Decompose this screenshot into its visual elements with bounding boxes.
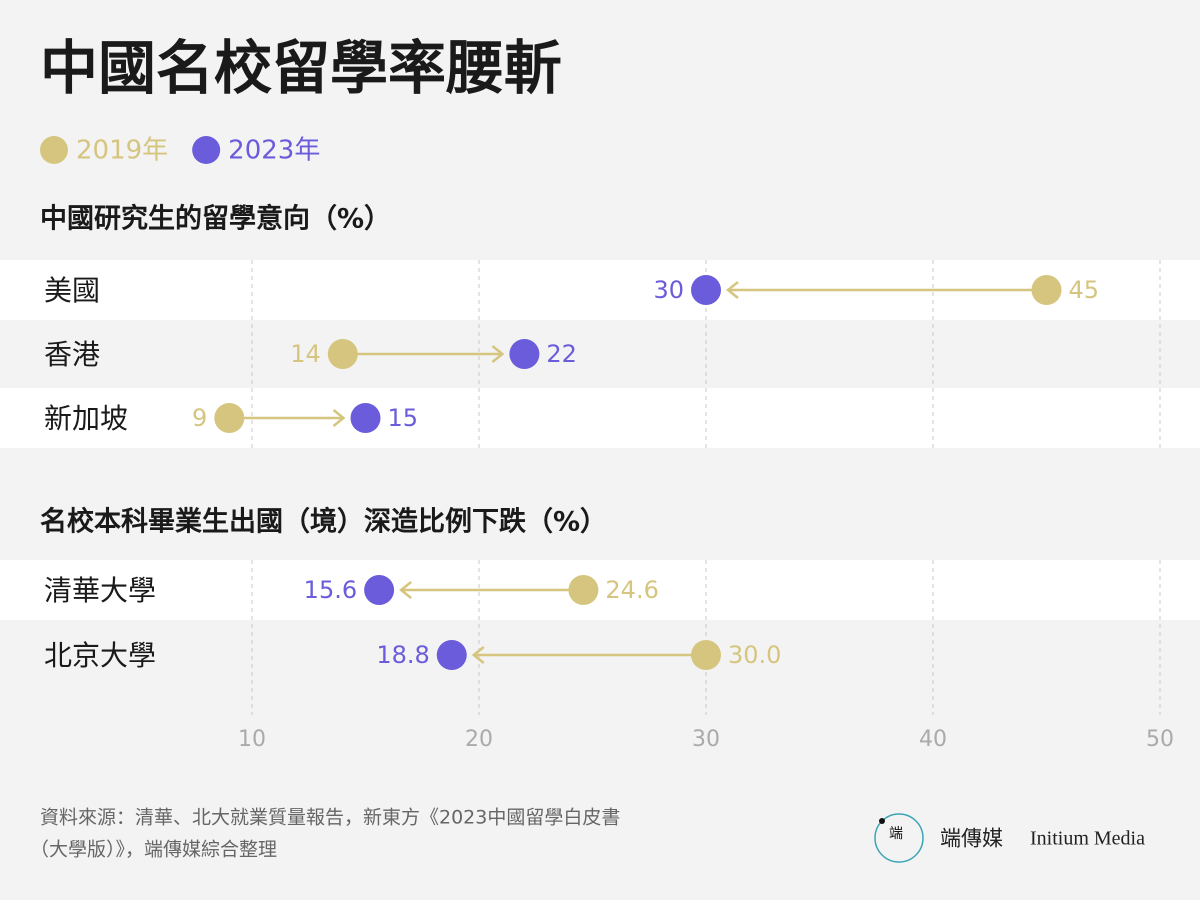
arrow-head <box>725 281 739 299</box>
dot <box>350 403 381 433</box>
value-label: 45 <box>1069 276 1100 304</box>
logo-dot <box>879 818 885 824</box>
row-band <box>0 560 1200 620</box>
source-note: （大學版）》，端傳媒綜合整理 <box>30 839 277 861</box>
arrow-head <box>332 409 346 427</box>
row-band <box>0 388 1200 448</box>
panel-subtitle: 中國研究生的留學意向（%） <box>40 203 391 235</box>
legend-marker <box>192 136 221 164</box>
row-band <box>0 320 1200 388</box>
legend-label: 2023年 <box>228 136 320 166</box>
dot <box>364 575 395 605</box>
x-tick-label: 40 <box>919 727 947 752</box>
value-label: 15 <box>388 404 419 432</box>
dot <box>691 275 721 305</box>
arrow-head <box>491 345 505 363</box>
dot <box>568 575 599 605</box>
dot <box>436 640 467 670</box>
value-label: 15.6 <box>304 576 357 604</box>
arrow-head <box>399 581 412 599</box>
category-label: 新加坡 <box>44 402 128 435</box>
value-label: 9 <box>192 404 207 432</box>
x-tick-label: 10 <box>238 727 266 752</box>
value-label: 22 <box>546 340 577 368</box>
category-label: 香港 <box>44 338 100 371</box>
value-label: 30.0 <box>728 641 781 669</box>
legend-label: 2019年 <box>76 136 168 166</box>
source-note: 資料來源：清華、北大就業質量報告，新東方《2023中國留學白皮書 <box>40 807 620 829</box>
x-tick-label: 30 <box>692 727 720 752</box>
dot <box>214 403 245 433</box>
dot <box>509 339 540 369</box>
panel-subtitle: 名校本科畢業生出國（境）深造比例下跌（%） <box>40 506 607 538</box>
arrow-head <box>471 646 485 664</box>
value-label: 30 <box>653 276 684 304</box>
dot <box>691 640 721 670</box>
dot <box>1031 275 1062 305</box>
legend-marker <box>40 136 68 164</box>
value-label: 18.8 <box>376 641 429 669</box>
x-tick-label: 50 <box>1146 727 1174 752</box>
brand-en: Initium Media <box>1030 828 1145 850</box>
value-label: 14 <box>290 340 321 368</box>
category-label: 美國 <box>44 274 100 307</box>
logo-circle <box>874 813 924 863</box>
value-label: 24.6 <box>605 576 658 604</box>
category-label: 清華大學 <box>44 574 156 607</box>
logo-mark: 端 <box>889 826 903 842</box>
brand: 端傳媒 <box>940 827 1003 851</box>
dot <box>327 339 358 369</box>
chart-title: 中國名校留學率腰斬 <box>40 34 562 102</box>
x-tick-label: 20 <box>465 727 493 752</box>
category-label: 北京大學 <box>44 639 156 672</box>
